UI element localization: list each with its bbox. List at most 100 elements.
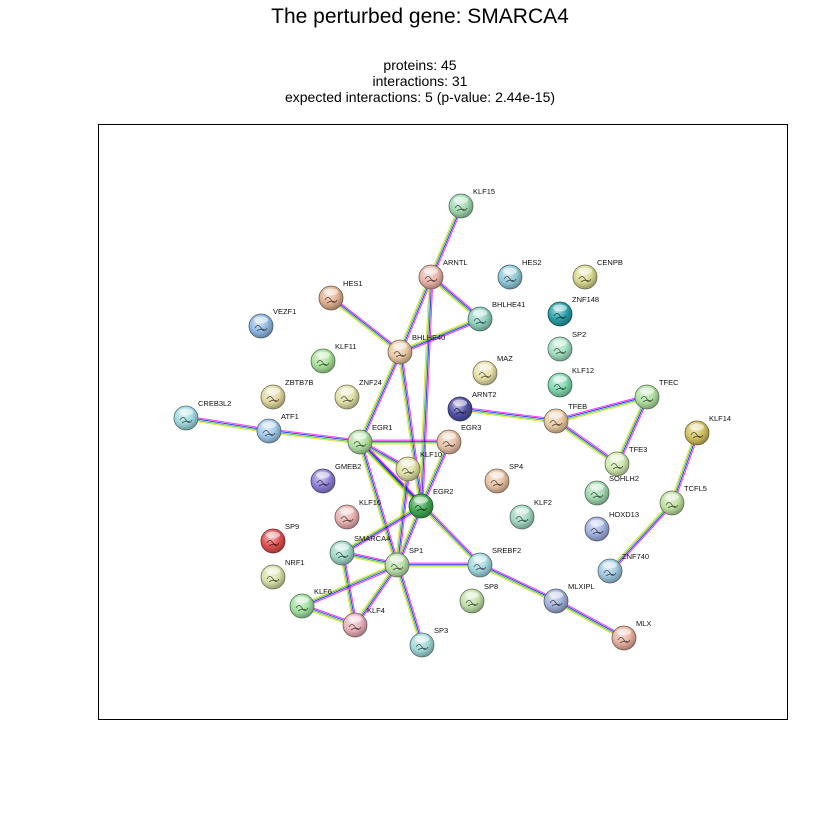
protein-structure-icon bbox=[401, 468, 415, 475]
protein-structure-icon bbox=[473, 318, 487, 325]
node-klf14[interactable]: KLF14 bbox=[684, 414, 731, 446]
node-egr3[interactable]: EGR3 bbox=[436, 423, 481, 455]
protein-structure-icon bbox=[578, 276, 592, 283]
node-mlx[interactable]: MLX bbox=[611, 619, 651, 651]
node-gloss bbox=[553, 375, 567, 383]
node-hes1[interactable]: HES1 bbox=[318, 279, 363, 311]
node-vezf1[interactable]: VEZF1 bbox=[248, 307, 296, 339]
edge-creb3l2-atf1 bbox=[185, 415, 270, 434]
node-gloss bbox=[262, 421, 276, 429]
node-bhlhe40[interactable]: BHLHE40 bbox=[387, 333, 445, 365]
node-klf11[interactable]: KLF11 bbox=[310, 342, 357, 374]
node-hoxd13[interactable]: HOXD13 bbox=[584, 510, 639, 542]
node-sp4[interactable]: SP4 bbox=[484, 462, 523, 494]
node-tfeb[interactable]: TFEB bbox=[543, 402, 587, 434]
edge-bhlhe41-bhlhe40 bbox=[399, 316, 481, 355]
node-label: MAZ bbox=[497, 354, 513, 363]
protein-structure-icon bbox=[553, 384, 567, 391]
node-label: EGR2 bbox=[433, 487, 453, 496]
protein-structure-icon bbox=[390, 564, 404, 571]
node-label: TFEC bbox=[659, 378, 679, 387]
node-gloss bbox=[254, 316, 268, 324]
edge-arntl-bhlhe40 bbox=[397, 276, 434, 353]
node-smarca4[interactable]: SMARCA4 bbox=[329, 534, 390, 566]
node-bhlhe41[interactable]: BHLHE41 bbox=[467, 300, 525, 332]
node-sohlh2[interactable]: SOHLH2 bbox=[584, 474, 639, 506]
node-klf10[interactable]: KLF10 bbox=[395, 450, 442, 482]
protein-structure-icon bbox=[324, 297, 338, 304]
node-atf1[interactable]: ATF1 bbox=[256, 412, 299, 444]
node-sp8[interactable]: SP8 bbox=[459, 582, 498, 614]
protein-structure-icon bbox=[340, 516, 354, 523]
node-label: CREB3L2 bbox=[198, 399, 231, 408]
node-gloss bbox=[690, 423, 704, 431]
node-gmeb2[interactable]: GMEB2 bbox=[310, 462, 361, 494]
node-label: ARNTL bbox=[443, 258, 468, 267]
node-gloss bbox=[424, 267, 438, 275]
node-creb3l2[interactable]: CREB3L2 bbox=[173, 399, 231, 431]
node-sp3[interactable]: SP3 bbox=[409, 626, 448, 658]
protein-structure-icon bbox=[549, 600, 563, 607]
node-label: KLF15 bbox=[473, 187, 495, 196]
node-klf4[interactable]: KLF4 bbox=[342, 606, 385, 638]
node-hes2[interactable]: HES2 bbox=[497, 258, 542, 290]
node-label: TFE3 bbox=[629, 445, 647, 454]
node-label: BHLHE41 bbox=[492, 300, 525, 309]
node-znf148[interactable]: ZNF148 bbox=[547, 295, 599, 327]
network-frame bbox=[98, 124, 788, 720]
edge-egr2-smarca4 bbox=[340, 503, 423, 556]
node-label: KLF16 bbox=[359, 498, 381, 507]
node-egr2[interactable]: EGR2 bbox=[408, 487, 453, 519]
node-klf15[interactable]: KLF15 bbox=[448, 187, 495, 219]
edge-mlxipl-mlx bbox=[554, 598, 626, 641]
protein-structure-icon bbox=[665, 502, 679, 509]
protein-structure-icon bbox=[295, 605, 309, 612]
node-label: SP8 bbox=[484, 582, 498, 591]
node-gloss bbox=[266, 531, 280, 539]
node-znf740[interactable]: ZNF740 bbox=[597, 552, 649, 584]
node-label: KLF2 bbox=[534, 498, 552, 507]
protein-structure-icon bbox=[490, 480, 504, 487]
node-maz[interactable]: MAZ bbox=[472, 354, 513, 386]
node-label: EGR1 bbox=[372, 423, 392, 432]
edge-arntl-egr2 bbox=[418, 276, 434, 507]
node-gloss bbox=[553, 339, 567, 347]
node-label: EGR3 bbox=[461, 423, 481, 432]
node-cenpb[interactable]: CENPB bbox=[572, 258, 623, 290]
node-tfe3[interactable]: TFE3 bbox=[604, 445, 647, 477]
node-tcfl5[interactable]: TCFL5 bbox=[659, 484, 707, 516]
node-srebf2[interactable]: SREBF2 bbox=[467, 546, 521, 578]
protein-structure-icon bbox=[442, 441, 456, 448]
node-zbtb7b[interactable]: ZBTB7B bbox=[260, 378, 313, 410]
node-label: SP3 bbox=[434, 626, 448, 635]
node-gloss bbox=[415, 635, 429, 643]
node-gloss bbox=[324, 288, 338, 296]
node-tfec[interactable]: TFEC bbox=[634, 378, 679, 410]
node-gloss bbox=[549, 411, 563, 419]
node-label: TFEB bbox=[568, 402, 587, 411]
node-gloss bbox=[393, 342, 407, 350]
node-egr1[interactable]: EGR1 bbox=[347, 423, 392, 455]
node-gloss bbox=[340, 507, 354, 515]
subtitle-expected-interactions: expected interactions: 5 (p-value: 2.44e… bbox=[284, 89, 556, 105]
node-znf24[interactable]: ZNF24 bbox=[334, 378, 382, 410]
node-klf16[interactable]: KLF16 bbox=[334, 498, 381, 530]
node-label: ZNF148 bbox=[572, 295, 599, 304]
node-arnt2[interactable]: ARNT2 bbox=[447, 390, 497, 422]
node-klf12[interactable]: KLF12 bbox=[547, 366, 594, 398]
node-layer: KLF15 ARNTL HES2 CENPB HES1 BHLHE41 ZNF148 VEZF… bbox=[173, 187, 731, 658]
node-klf2[interactable]: KLF2 bbox=[509, 498, 552, 530]
node-nrf1[interactable]: NRF1 bbox=[260, 558, 305, 590]
node-arntl[interactable]: ARNTL bbox=[418, 258, 468, 290]
node-sp2[interactable]: SP2 bbox=[547, 330, 586, 362]
node-label: SMARCA4 bbox=[354, 534, 390, 543]
protein-structure-icon bbox=[590, 528, 604, 535]
edge-egr1-sp1 bbox=[357, 441, 400, 566]
node-klf6[interactable]: KLF6 bbox=[289, 587, 332, 619]
node-label: SREBF2 bbox=[492, 546, 521, 555]
node-sp9[interactable]: SP9 bbox=[260, 522, 299, 554]
node-label: ZNF24 bbox=[359, 378, 382, 387]
node-sp1[interactable]: SP1 bbox=[384, 546, 423, 578]
node-mlxipl[interactable]: MLXIPL bbox=[543, 582, 595, 614]
node-gloss bbox=[478, 363, 492, 371]
